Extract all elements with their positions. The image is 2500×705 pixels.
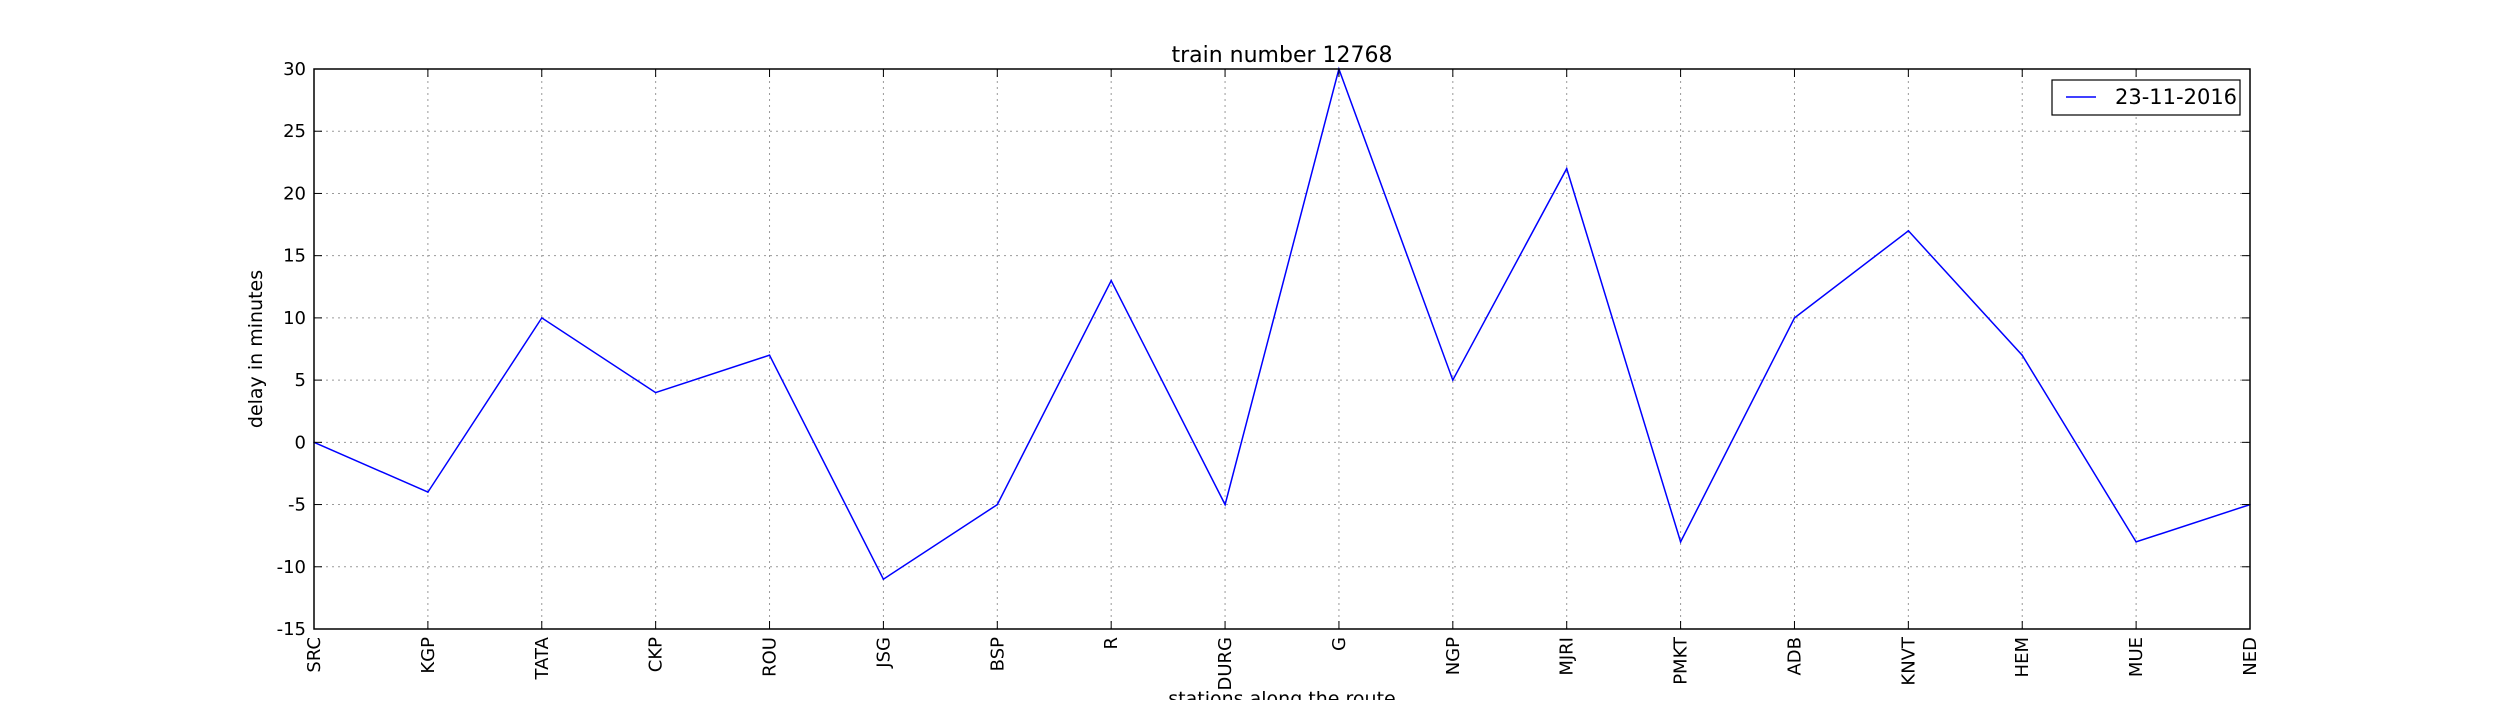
y-ticks: -15 -10 -5 0 5 10 15 20 25 30 <box>277 59 2250 640</box>
data-point <box>654 391 657 394</box>
x-ticks: SRC KGP TATA CKP ROU JSG BSP R DURG G NGP MJRI PMKT A… <box>304 69 2261 691</box>
data-point <box>1907 229 1910 232</box>
x-tick-label: HEM <box>2012 637 2033 677</box>
y-tick-label: 5 <box>295 370 306 391</box>
y-tick-label: 0 <box>295 432 306 453</box>
x-tick-label: NGP <box>1443 637 1464 675</box>
x-tick-label: G <box>1329 637 1350 651</box>
data-point <box>427 491 429 493</box>
data-point <box>996 503 999 506</box>
y-tick-label: -10 <box>277 557 306 578</box>
data-point <box>540 317 543 319</box>
y-tick-label: 20 <box>283 183 306 204</box>
x-tick-label: ROU <box>760 637 781 677</box>
x-tick-label: DURG <box>1215 637 1236 691</box>
x-tick-label: PMKT <box>1671 636 1692 685</box>
data-point <box>1793 317 1796 319</box>
y-tick-label: 15 <box>283 246 306 267</box>
y-tick-label: 10 <box>283 308 306 329</box>
x-tick-label: TATA <box>532 636 553 680</box>
x-tick-label: NED <box>2240 637 2261 676</box>
series-line <box>313 66 2251 581</box>
legend: 23-11-2016 <box>2051 79 2241 116</box>
x-axis-label: stations along the route <box>1168 688 1395 700</box>
data-point <box>1110 279 1112 282</box>
y-tick-label: 25 <box>283 121 306 142</box>
x-tick-label: SRC <box>304 637 325 673</box>
x-tick-label: ADB <box>1784 637 1805 676</box>
x-tick-label: BSP <box>987 637 1008 671</box>
x-tick-label: MUE <box>2126 637 2147 677</box>
y-tick-label: 30 <box>283 59 306 80</box>
data-point <box>1565 167 1568 170</box>
series-layer <box>313 66 2251 581</box>
plot-frame <box>313 68 2251 630</box>
legend-entry-label: 23-11-2016 <box>2115 85 2237 109</box>
x-tick-label: KNVT <box>1898 636 1919 686</box>
y-tick-label: -15 <box>277 619 306 640</box>
data-point <box>2021 354 2024 357</box>
chart-title: train number 12768 <box>1171 43 1392 68</box>
x-tick-label: MJRI <box>1557 637 1578 676</box>
data-point <box>1224 503 1226 506</box>
x-tick-label: JSG <box>873 637 894 669</box>
x-tick-label: CKP <box>646 637 667 672</box>
data-point <box>882 578 885 581</box>
y-tick-label: -5 <box>288 495 306 516</box>
data-point <box>768 354 771 357</box>
data-point <box>1679 541 1682 543</box>
x-tick-label: R <box>1101 637 1122 650</box>
data-point <box>1452 379 1454 381</box>
x-tick-label: KGP <box>418 637 439 674</box>
data-point <box>2135 541 2137 543</box>
grid-layer <box>313 68 2251 630</box>
y-axis-label: delay in minutes <box>245 270 267 428</box>
